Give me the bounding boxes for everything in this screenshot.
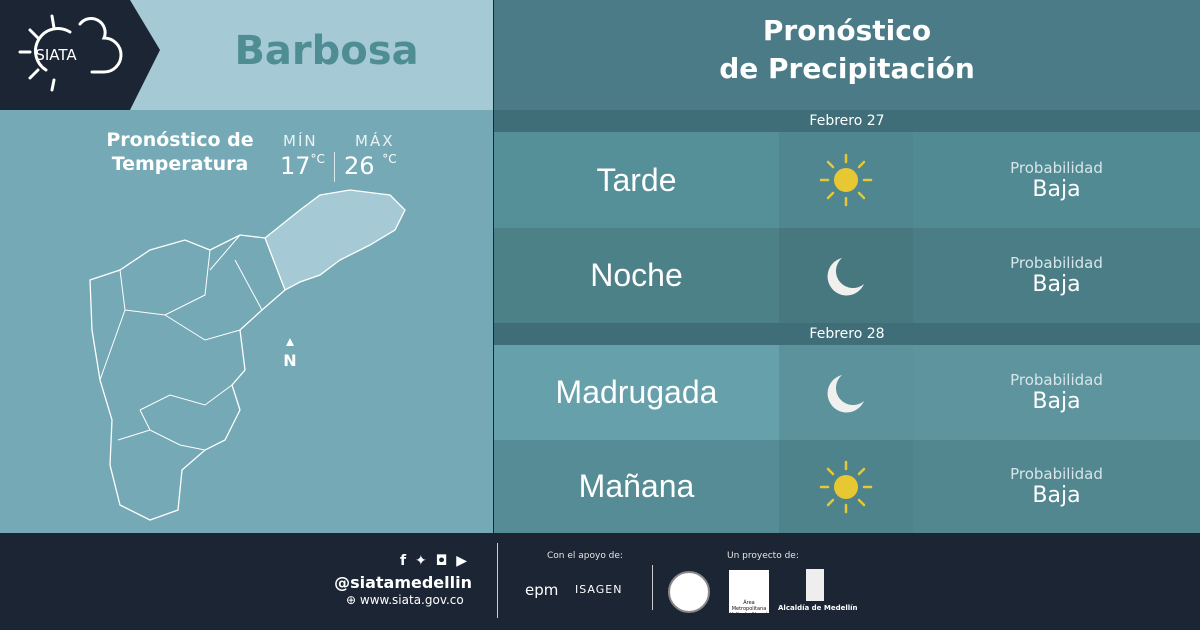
probability-label: Probabilidad (1010, 254, 1103, 272)
probability-label: Probabilidad (1010, 465, 1103, 483)
municipality-outline (89, 234, 301, 521)
siata-logo: SIATA (0, 0, 160, 110)
moon-icon (779, 228, 913, 323)
probability-value: Baja (1032, 483, 1081, 508)
north-label: N (283, 351, 296, 370)
date-header: Febrero 28 (494, 323, 1200, 345)
website-text[interactable]: www.siata.gov.co (359, 593, 464, 607)
area-metropolitana-text: Área Metropolitana Valle de Aburrá (730, 600, 768, 613)
temperature-title: Pronóstico de Temperatura (80, 128, 280, 176)
footer-divider (497, 543, 498, 618)
period-label: Tarde (494, 132, 779, 228)
title-line1: Pronóstico (762, 14, 932, 47)
min-value: 17 (280, 152, 311, 180)
globe-icon: ⊕ (346, 593, 357, 607)
max-value: 26 (344, 152, 375, 180)
city-name: Barbosa (234, 28, 419, 74)
probability-value: Baja (1032, 176, 1081, 202)
period-label: Noche (494, 228, 779, 323)
probability-cell: Probabilidad Baja (913, 440, 1200, 533)
social-handle[interactable]: @siatamedellin (334, 573, 472, 592)
temp-divider (334, 152, 335, 182)
temperature-title-line1: Pronóstico de (106, 129, 254, 151)
probability-label: Probabilidad (1010, 371, 1103, 389)
north-arrow-icon (286, 338, 294, 346)
alcaldia-label: Alcaldía de Medellín (778, 604, 858, 612)
max-unit: °C (382, 152, 397, 166)
sun-icon (779, 440, 913, 533)
period-label: Mañana (494, 440, 779, 533)
project-label: Un proyecto de: (727, 551, 799, 561)
probability-cell: Probabilidad Baja (913, 228, 1200, 323)
probability-value: Baja (1032, 389, 1081, 414)
footer: f ✦ ◘ ▶ @siatamedellin ⊕ www.siata.gov.c… (0, 533, 1200, 630)
epm-logo: epm (525, 581, 559, 599)
support-label: Con el apoyo de: (547, 551, 623, 561)
title-line2: de Precipitación (719, 52, 975, 85)
isagen-logo: ISAGEN (575, 583, 623, 596)
footer-divider (652, 565, 653, 610)
area-metropolitana-logo: Área Metropolitana Valle de Aburrá (729, 570, 769, 613)
forecast-row: Madrugada Probabilidad Baja (494, 345, 1200, 440)
forecast-row: Tarde Probabilidad Baja (494, 132, 1200, 228)
probability-cell: Probabilidad Baja (913, 345, 1200, 440)
max-label: MÁX (355, 132, 395, 150)
social-icons[interactable]: f ✦ ◘ ▶ (400, 553, 469, 569)
temperature-panel (0, 110, 493, 533)
min-label: MÍN (283, 132, 318, 150)
map-borders (99, 234, 263, 451)
svg-text:SIATA: SIATA (35, 46, 77, 64)
probability-cell: Probabilidad Baja (913, 132, 1200, 228)
forecast-row: Mañana Probabilidad Baja (494, 440, 1200, 533)
min-temp: 17°C (280, 152, 325, 180)
max-temp: 26 °C (344, 152, 397, 180)
moon-icon (779, 345, 913, 440)
barbosa-highlight (264, 189, 406, 291)
probability-value: Baja (1032, 272, 1081, 297)
sun-icon (779, 132, 913, 228)
sun-cloud-logo-icon: SIATA (18, 14, 123, 92)
university-seal-logo (668, 571, 710, 613)
forecast-row: Noche Probabilidad Baja (494, 228, 1200, 323)
region-map: N (89, 189, 406, 521)
website-link[interactable]: ⊕ www.siata.gov.co (346, 593, 464, 607)
date-header: Febrero 27 (494, 110, 1200, 132)
min-unit: °C (310, 152, 325, 166)
alcaldia-crest-logo (806, 569, 824, 601)
temperature-title-line2: Temperatura (111, 153, 249, 175)
period-label: Madrugada (494, 345, 779, 440)
probability-label: Probabilidad (1010, 158, 1103, 177)
precipitation-title: Pronóstico de Precipitación (494, 0, 1200, 110)
